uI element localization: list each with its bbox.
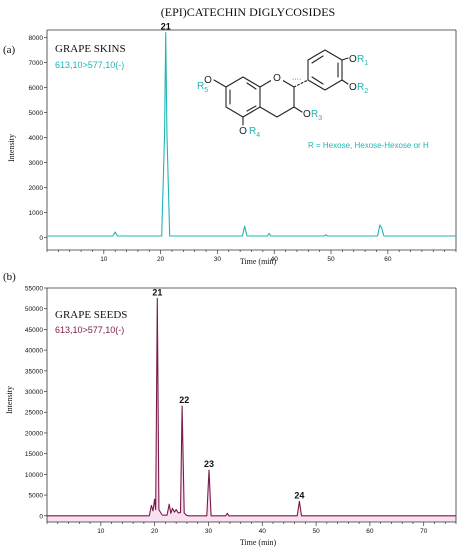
y-tick-label: 0 — [39, 513, 43, 520]
x-axis-label-a: Time (min) — [240, 257, 277, 266]
y-tick-label: 8000 — [29, 35, 44, 42]
chart-title-a: GRAPE SKINS — [55, 43, 126, 55]
y-tick-label: 10000 — [25, 472, 43, 479]
ring-oxygen: O — [273, 73, 281, 84]
y-tick-label: 15000 — [25, 451, 43, 458]
ring-b-double-bond — [311, 76, 324, 85]
y-tick-label: 5000 — [29, 493, 44, 500]
x-tick-label: 10 — [100, 256, 108, 263]
label-o1: O — [349, 54, 357, 65]
bond-b-ring — [293, 79, 309, 88]
y-tick-label: 3000 — [29, 160, 44, 167]
x-tick-label: 60 — [366, 528, 374, 535]
label-o3: O — [303, 109, 311, 120]
y-tick-label: 45000 — [25, 327, 43, 334]
bond-o5 — [213, 79, 227, 88]
y-axis-label-a: Intensity — [7, 134, 16, 162]
chart-subtitle-a: 613,10>577,10(-) — [55, 60, 124, 70]
series-line — [47, 31, 456, 237]
chart-panel-b: (b) Intensity Time (min) GRAPE SEEDS 613… — [3, 271, 457, 547]
label-r5: R5 — [197, 81, 208, 94]
label-r1: R1 — [357, 54, 368, 67]
bond-o2 — [341, 79, 349, 85]
y-tick-label: 4000 — [29, 135, 44, 142]
ring-b-double-bond — [311, 55, 324, 64]
x-tick-label: 60 — [384, 256, 392, 263]
y-tick-label: 40000 — [25, 348, 43, 355]
figure-title: (EPI)CATECHIN DIGLYCOSIDES — [161, 5, 335, 19]
label-o4: O — [239, 126, 247, 137]
x-tick-label: 40 — [259, 528, 267, 535]
series-line — [47, 297, 456, 517]
y-tick-label: 25000 — [25, 410, 43, 417]
peak-label: 21 — [152, 287, 162, 297]
label-r4: R4 — [249, 126, 260, 139]
label-r2: R2 — [357, 82, 368, 95]
y-tick-label: 30000 — [25, 389, 43, 396]
bond-o1 — [341, 57, 349, 61]
x-tick-label: 30 — [214, 256, 222, 263]
y-axis-label-b: Intensity — [5, 386, 14, 414]
chart-subtitle-b: 613,10>577,10(-) — [55, 325, 124, 335]
ring-a-double-bond — [246, 82, 257, 90]
x-tick-label: 10 — [97, 528, 105, 535]
peak-label: 24 — [294, 490, 304, 500]
chart-panel-a: (a) Intensity Time (min) GRAPE SKINS 613… — [3, 22, 457, 266]
y-tick-label: 0 — [39, 235, 43, 242]
y-tick-label: 55000 — [25, 286, 43, 293]
ring-oxygen-bg — [271, 70, 283, 83]
y-tick-label: 35000 — [25, 368, 43, 375]
x-tick-label: 50 — [312, 528, 320, 535]
x-tick-label: 50 — [327, 256, 335, 263]
peak-label: 22 — [179, 395, 189, 405]
stereo-marker: ···· — [292, 76, 301, 83]
x-tick-label: 30 — [205, 528, 213, 535]
panel-label-a: (a) — [3, 44, 16, 56]
x-tick-label: 20 — [157, 256, 165, 263]
catechin-structure — [213, 49, 349, 126]
structure-note: R = Hexose, Hexose-Hexose or H — [308, 141, 429, 150]
structure-labels: O O R5 O R4 O R3 O R1 O R2 ···· R = Hexo… — [197, 54, 429, 150]
ring-b — [307, 49, 343, 91]
y-tick-label: 50000 — [25, 306, 43, 313]
y-tick-label: 2000 — [29, 185, 44, 192]
peak-label: 23 — [204, 459, 214, 469]
y-tick-label: 20000 — [25, 430, 43, 437]
y-tick-label: 6000 — [29, 85, 44, 92]
panel-label-b: (b) — [3, 271, 16, 283]
label-r3: R3 — [311, 109, 322, 122]
peak-label: 21 — [161, 22, 171, 32]
x-tick-label: 70 — [420, 528, 428, 535]
chart-title-b: GRAPE SEEDS — [55, 309, 127, 321]
x-tick-label: 20 — [151, 528, 159, 535]
y-tick-label: 5000 — [29, 110, 44, 117]
ring-a-double-bond — [246, 105, 257, 112]
label-o2: O — [349, 82, 357, 93]
bond-o3 — [293, 106, 303, 113]
y-tick-label: 7000 — [29, 60, 44, 67]
ring-a — [225, 76, 261, 118]
x-tick-label: 40 — [271, 256, 279, 263]
x-axis-label-b: Time (min) — [240, 538, 277, 547]
label-o5: O — [204, 75, 212, 86]
y-tick-label: 1000 — [29, 210, 44, 217]
